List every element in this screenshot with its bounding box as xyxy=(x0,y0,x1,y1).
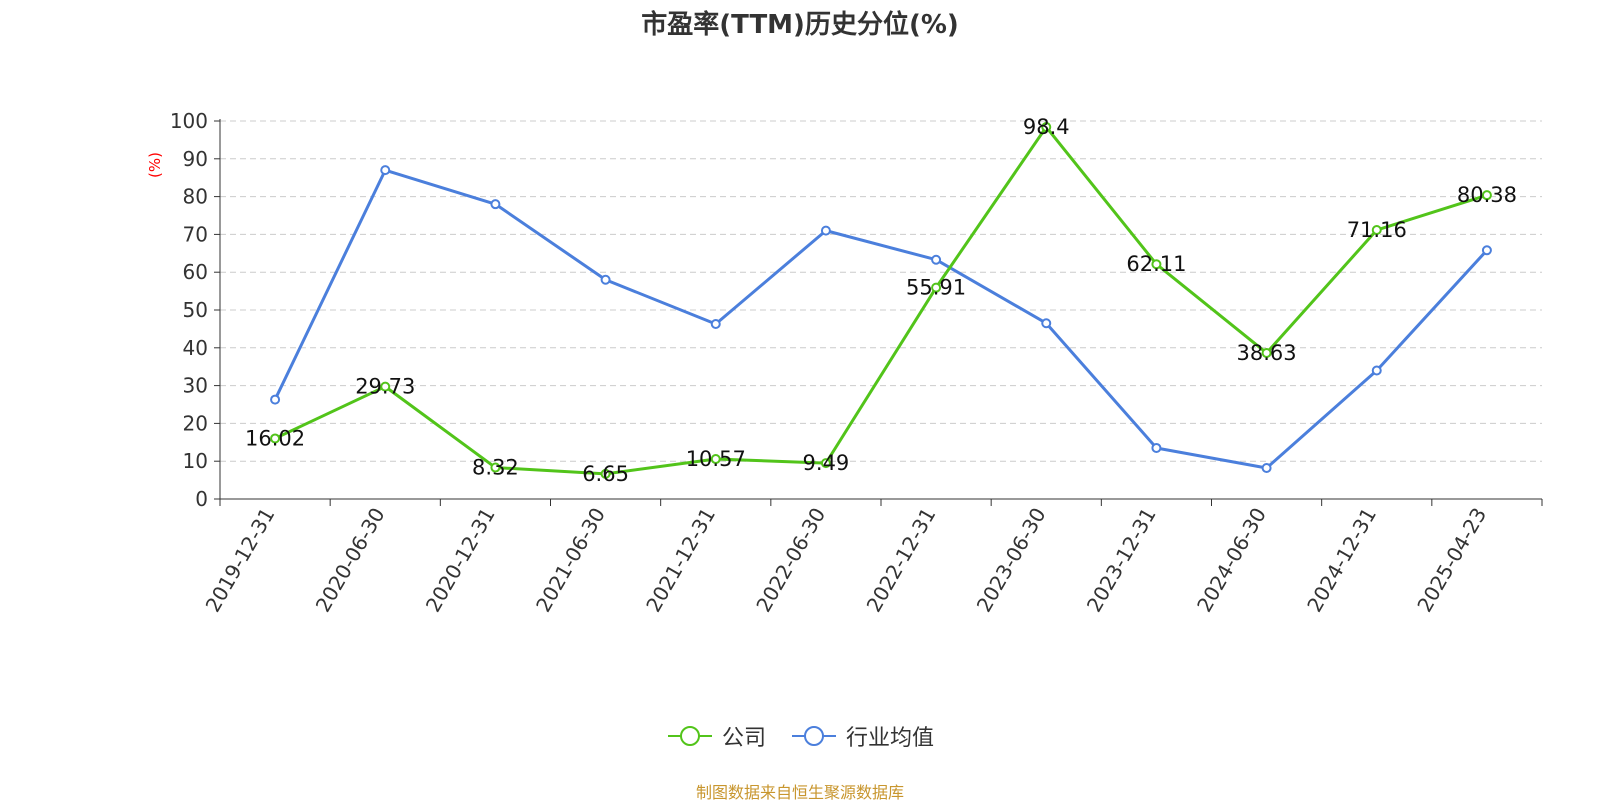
legend-item-industry[interactable]: 行业均值 xyxy=(790,720,934,752)
industry-point xyxy=(1371,365,1382,376)
industry-point xyxy=(380,165,391,176)
company-data-label: 9.49 xyxy=(803,451,850,475)
company-data-label: 62.11 xyxy=(1126,252,1186,276)
company-data-label: 55.91 xyxy=(906,276,966,300)
industry-point xyxy=(490,199,501,210)
x-tick-label: 2022-06-30 xyxy=(751,504,830,617)
company-point xyxy=(931,282,942,293)
company-point xyxy=(1371,225,1382,236)
x-tick-label: 2020-06-30 xyxy=(311,504,390,617)
industry-point xyxy=(1151,442,1162,453)
chart-title: 市盈率(TTM)历史分位(%) xyxy=(641,10,959,40)
x-tick-label: 2025-04-23 xyxy=(1412,504,1491,617)
company-point xyxy=(1041,122,1052,133)
y-tick-label: 70 xyxy=(183,222,208,246)
line-chart: 0 10 20 30 40 50 60 70 80 90 100 2019-12-31 2020-06-… xyxy=(170,109,1543,617)
company-data-label: 29.73 xyxy=(355,375,415,399)
x-tick-label: 2019-12-31 xyxy=(201,504,280,617)
company-data-label: 10.57 xyxy=(686,447,746,471)
company-point xyxy=(490,462,501,473)
industry-point xyxy=(820,225,831,236)
x-tick-label: 2023-06-30 xyxy=(972,504,1051,617)
company-point xyxy=(270,433,281,444)
industry-point xyxy=(600,274,611,285)
company-series-line xyxy=(274,125,1488,476)
company-point xyxy=(710,454,721,465)
legend-label-company: 公司 xyxy=(721,726,766,751)
industry-point xyxy=(1481,245,1492,256)
y-tick-label: 80 xyxy=(183,185,208,209)
data-source-note: 制图数据来自恒生聚源数据库 xyxy=(695,783,904,802)
industry-point xyxy=(1041,318,1052,329)
x-tick-label: 2023-12-31 xyxy=(1082,504,1161,617)
legend: 公司 行业均值 xyxy=(0,720,1600,752)
company-point xyxy=(1151,259,1162,270)
industry-point xyxy=(270,394,281,405)
company-point xyxy=(1261,347,1272,358)
y-tick-label: 50 xyxy=(183,298,208,322)
company-point xyxy=(820,458,831,469)
industry-series-line xyxy=(273,168,1489,470)
company-data-label: 80.38 xyxy=(1457,183,1517,207)
x-tick-label: 2021-12-31 xyxy=(641,504,720,617)
company-data-label: 6.65 xyxy=(582,462,629,486)
industry-point xyxy=(710,318,721,329)
y-tick-label: 10 xyxy=(183,449,208,473)
company-data-label: 71.16 xyxy=(1347,218,1407,242)
legend-industry-marker xyxy=(792,726,836,746)
company-point xyxy=(600,468,611,479)
legend-company-marker xyxy=(667,726,712,746)
x-tick-label: 2024-12-31 xyxy=(1302,504,1381,617)
x-tick-label: 2024-06-30 xyxy=(1192,504,1271,617)
x-tick-label: 2021-06-30 xyxy=(531,504,610,617)
y-tick-label: 60 xyxy=(183,260,208,284)
company-point xyxy=(1481,190,1492,201)
legend-item-company[interactable]: 公司 xyxy=(666,720,766,752)
y-tick-label: 100 xyxy=(170,109,208,133)
y-tick-label: 0 xyxy=(195,487,208,511)
y-tick-label: 20 xyxy=(183,411,208,435)
legend-label-industry: 行业均值 xyxy=(846,726,935,751)
company-data-label: 38.63 xyxy=(1237,341,1297,365)
y-tick-label: 90 xyxy=(183,147,208,171)
x-tick-label: 2022-12-31 xyxy=(862,503,941,616)
company-point xyxy=(380,381,391,392)
company-data-label: 8.32 xyxy=(472,456,519,480)
y-tick-label: 30 xyxy=(183,374,208,398)
y-tick-label: 40 xyxy=(183,336,208,360)
x-tick-label: 2020-12-31 xyxy=(421,503,500,616)
company-data-label: 98.4 xyxy=(1023,115,1070,139)
industry-point xyxy=(931,254,942,265)
industry-point xyxy=(1261,463,1272,474)
company-data-label: 16.02 xyxy=(245,426,305,450)
